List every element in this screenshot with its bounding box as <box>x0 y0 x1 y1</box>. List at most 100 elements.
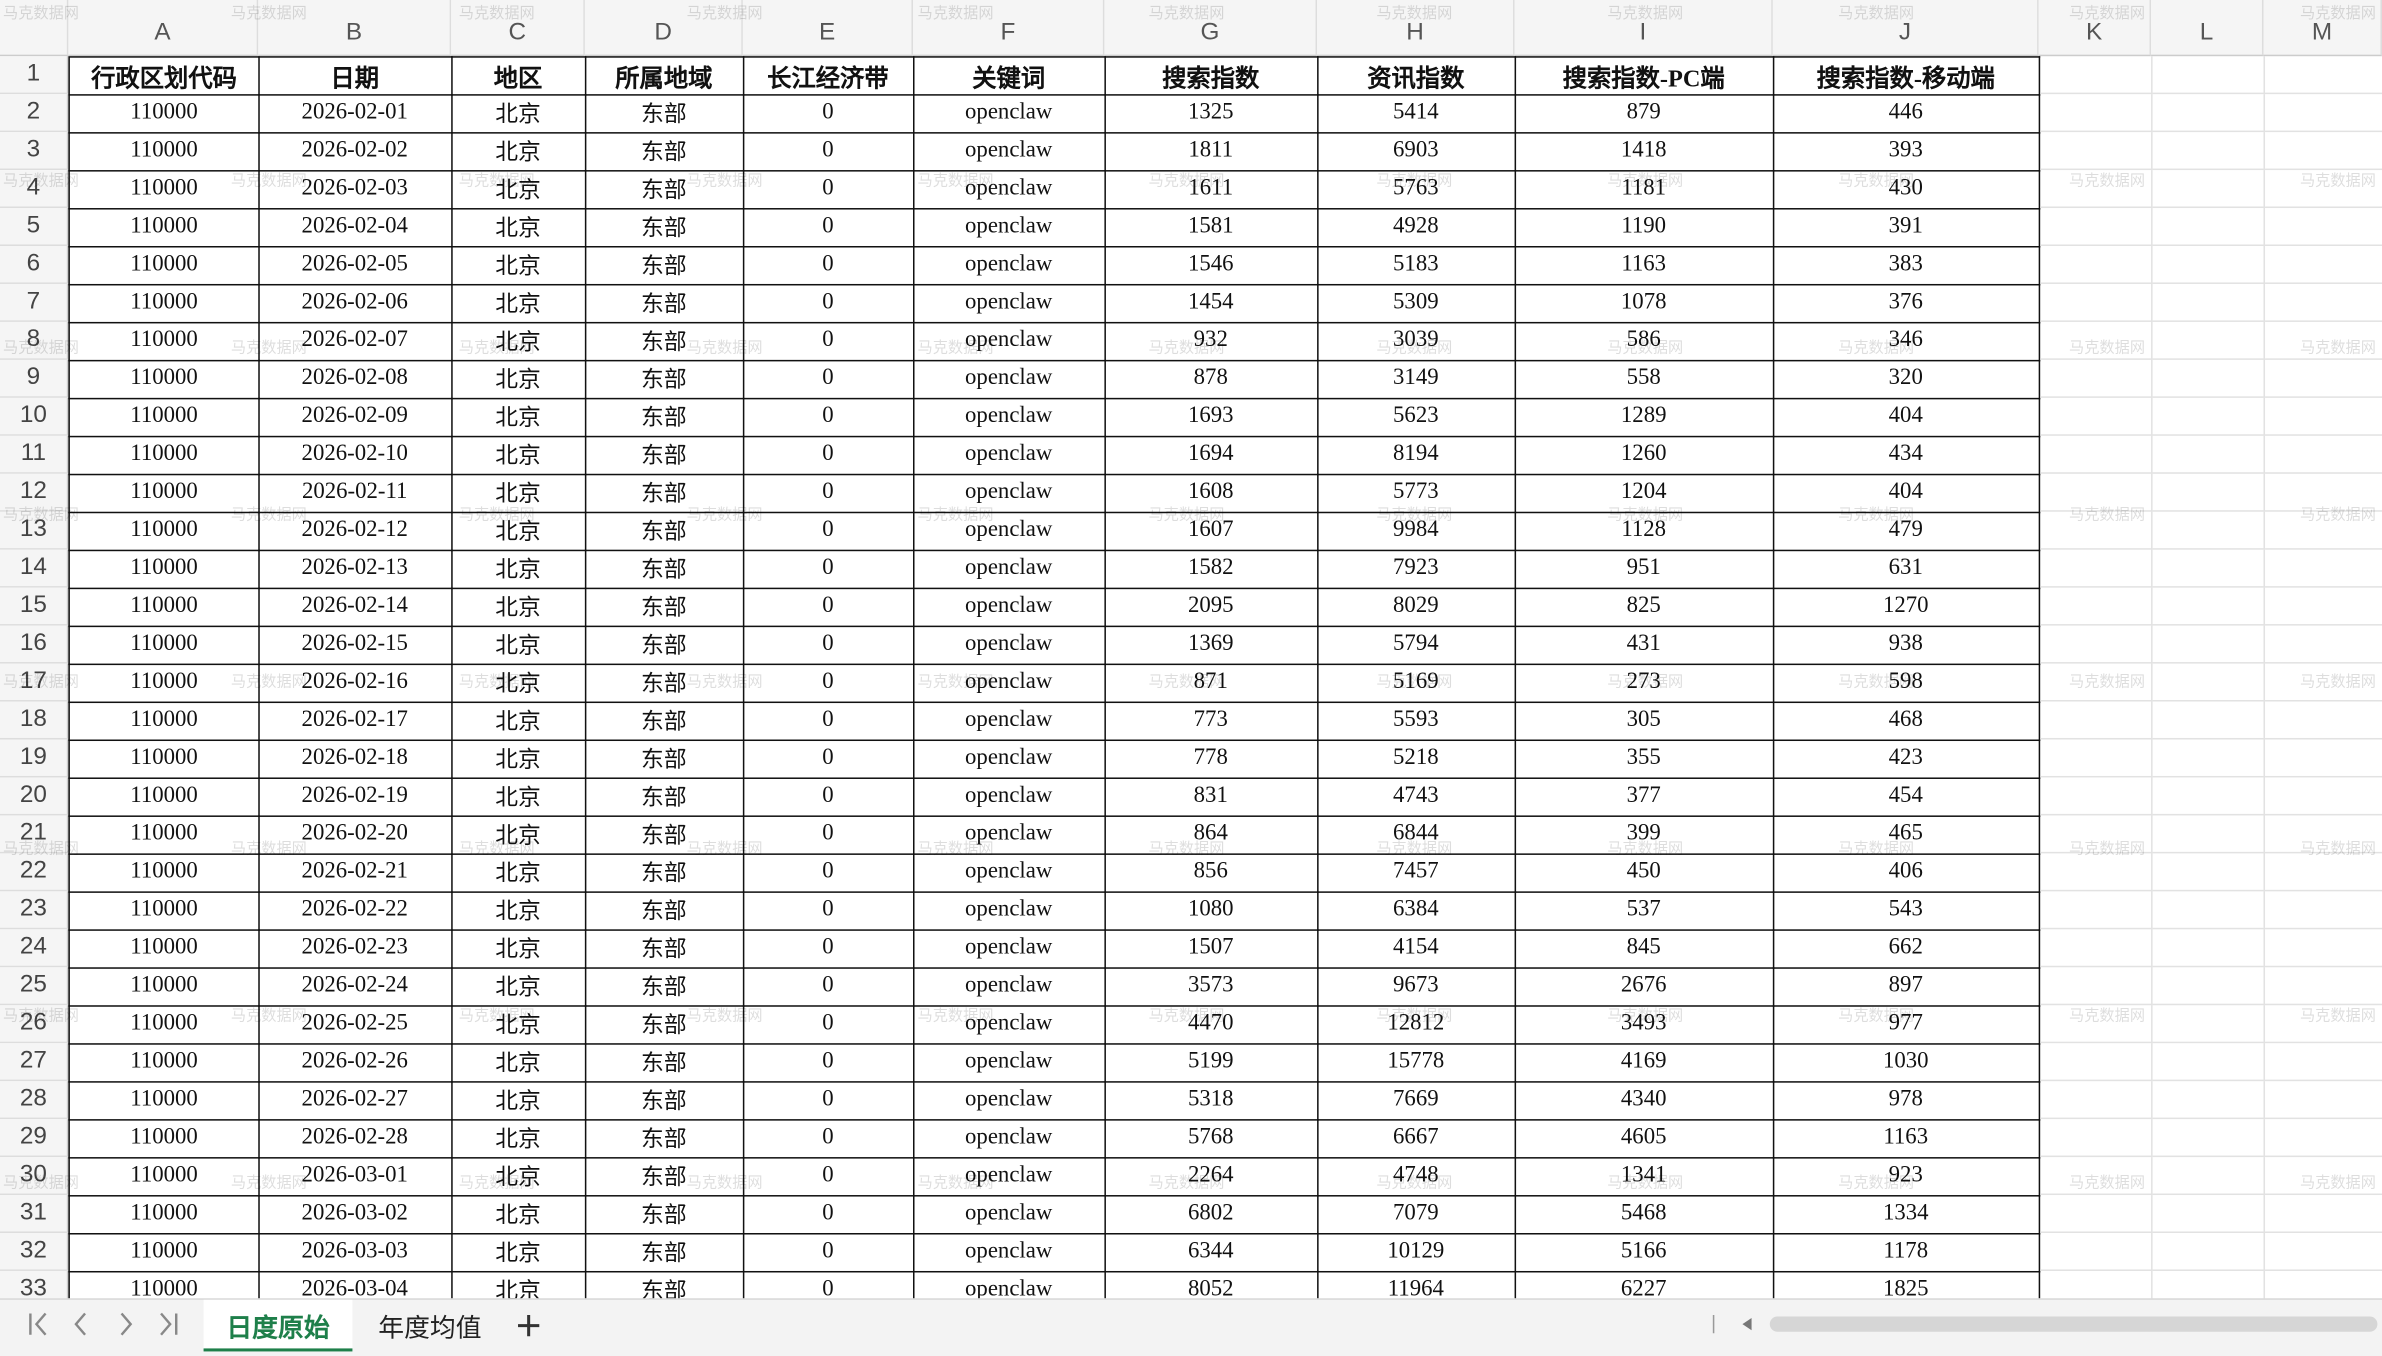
empty-cell <box>2040 283 2153 322</box>
table-cell: 东部 <box>584 701 745 742</box>
table-cell: 东部 <box>584 435 745 476</box>
column-header: H <box>1317 0 1515 57</box>
empty-cell <box>2040 1195 2153 1234</box>
table-cell: 15778 <box>1317 1043 1517 1083</box>
table-cell: 2026-02-14 <box>258 587 453 628</box>
table-cell: 北京 <box>451 549 587 590</box>
row-header: 7 <box>0 283 69 322</box>
empty-cell <box>2152 929 2266 968</box>
empty-cell <box>2265 245 2382 284</box>
row-header: 12 <box>0 473 69 512</box>
empty-cell <box>2265 170 2382 209</box>
table-cell: 1582 <box>1104 549 1319 590</box>
table-cell: 东部 <box>584 967 745 1007</box>
table-cell: 110000 <box>68 1233 260 1273</box>
empty-cell <box>2040 739 2153 778</box>
empty-cell <box>2040 56 2153 95</box>
table-cell: openclaw <box>912 208 1106 248</box>
table-cell: 1080 <box>1104 891 1319 931</box>
table-cell: 1190 <box>1514 208 1775 248</box>
table-cell: 110000 <box>68 815 260 855</box>
table-cell: 8029 <box>1317 587 1517 628</box>
empty-cell <box>2040 1005 2153 1044</box>
sheet-nav-buttons[interactable] <box>15 1300 228 1349</box>
row-header: 29 <box>0 1119 69 1158</box>
table-cell: 0 <box>742 208 915 248</box>
table-cell: 4470 <box>1104 1005 1319 1045</box>
empty-cell <box>2040 511 2153 550</box>
row-header: 2 <box>0 94 69 133</box>
sheet-tab[interactable]: 年度均值 <box>378 1312 482 1342</box>
table-cell: 2026-02-21 <box>258 853 453 893</box>
sheet-tab-bar: 日度原始 年度均值 <box>0 1298 2382 1356</box>
row-header: 23 <box>0 891 69 930</box>
row-header: 20 <box>0 777 69 816</box>
table-cell: 东部 <box>584 1195 745 1235</box>
table-cell: 1078 <box>1514 283 1775 324</box>
horizontal-scrollbar[interactable] <box>1709 1300 2378 1349</box>
row-header: 25 <box>0 967 69 1006</box>
table-cell: 1325 <box>1104 94 1319 134</box>
table-cell: 110000 <box>68 473 260 514</box>
table-cell: 5218 <box>1317 739 1517 779</box>
table-cell: 864 <box>1104 815 1319 855</box>
table-cell: 468 <box>1772 701 2041 742</box>
table-cell: 东部 <box>584 663 745 704</box>
table-cell: 1181 <box>1514 170 1775 210</box>
empty-cell <box>2152 853 2266 892</box>
empty-cell <box>2040 1081 2153 1120</box>
table-cell: 110000 <box>68 625 260 666</box>
table-cell: openclaw <box>912 511 1106 552</box>
empty-cell <box>2265 625 2382 664</box>
row-header: 19 <box>0 739 69 778</box>
empty-cell <box>2040 663 2153 702</box>
table-cell: 4748 <box>1317 1157 1517 1197</box>
add-sheet-button[interactable] <box>510 1300 546 1349</box>
table-cell: 9984 <box>1317 511 1517 552</box>
table-cell: 8194 <box>1317 435 1517 476</box>
empty-cell <box>2152 1157 2266 1196</box>
table-cell: 北京 <box>451 473 587 514</box>
table-cell: 3149 <box>1317 359 1517 400</box>
table-cell: openclaw <box>912 321 1106 362</box>
table-cell: 543 <box>1772 891 2041 931</box>
table-cell: 北京 <box>451 1119 587 1159</box>
empty-cell <box>2152 1081 2266 1120</box>
table-cell: 2026-03-01 <box>258 1157 453 1197</box>
empty-cell <box>2152 170 2266 209</box>
table-cell: 450 <box>1514 853 1775 893</box>
table-cell: 北京 <box>451 967 587 1007</box>
table-cell: 2026-03-02 <box>258 1195 453 1235</box>
row-header: 27 <box>0 1043 69 1082</box>
table-cell: 1418 <box>1514 132 1775 172</box>
table-cell: 0 <box>742 891 915 931</box>
table-cell: 110000 <box>68 94 260 134</box>
table-cell: 北京 <box>451 170 587 210</box>
table-cell: 1581 <box>1104 208 1319 248</box>
table-cell: 北京 <box>451 1195 587 1235</box>
sheet-tab[interactable]: 日度原始 <box>203 1299 353 1352</box>
table-cell: 北京 <box>451 208 587 248</box>
table-cell: 662 <box>1772 929 2041 969</box>
row-header: 11 <box>0 435 69 474</box>
empty-cell <box>2152 321 2266 360</box>
table-cell: 0 <box>742 321 915 362</box>
empty-cell <box>2040 208 2153 246</box>
empty-cell <box>2040 397 2153 436</box>
table-cell: 3493 <box>1514 1005 1775 1045</box>
table-cell: 2026-02-24 <box>258 967 453 1007</box>
table-cell: 东部 <box>584 511 745 552</box>
table-cell: 4605 <box>1514 1119 1775 1159</box>
table-cell: 0 <box>742 1119 915 1159</box>
table-cell: 897 <box>1772 967 2041 1007</box>
table-cell: 2026-02-08 <box>258 359 453 400</box>
table-cell: 0 <box>742 587 915 628</box>
table-cell: openclaw <box>912 94 1106 134</box>
table-cell: 2026-02-07 <box>258 321 453 362</box>
table-cell: 404 <box>1772 473 2041 514</box>
table-cell: openclaw <box>912 549 1106 590</box>
table-cell: 391 <box>1772 208 2041 248</box>
empty-cell <box>2152 132 2266 171</box>
table-cell: 4743 <box>1317 777 1517 817</box>
empty-cell <box>2040 359 2153 398</box>
